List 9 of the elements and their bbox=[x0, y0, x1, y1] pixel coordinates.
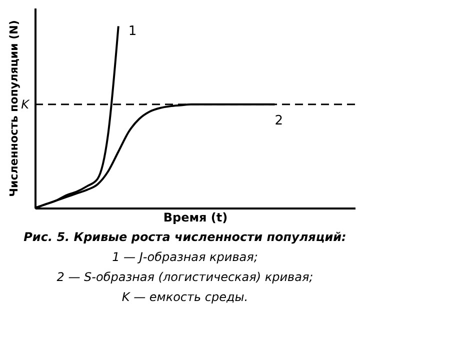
text: K — емкость среды. bbox=[122, 290, 248, 304]
text: 2 — S-образная (логистическая) кривая; bbox=[56, 270, 314, 284]
series-label: 1 bbox=[128, 24, 137, 40]
x-axis-title: Время (t) bbox=[163, 210, 228, 224]
text: 1 — J-образная кривая; bbox=[112, 250, 258, 264]
series-label: 2 bbox=[274, 113, 284, 128]
y-axis-title: Численность популяции (N) bbox=[8, 20, 20, 197]
ref-line-label: K bbox=[21, 97, 30, 112]
text: Рис. 5. Кривые роста численности популяций: bbox=[24, 230, 346, 244]
